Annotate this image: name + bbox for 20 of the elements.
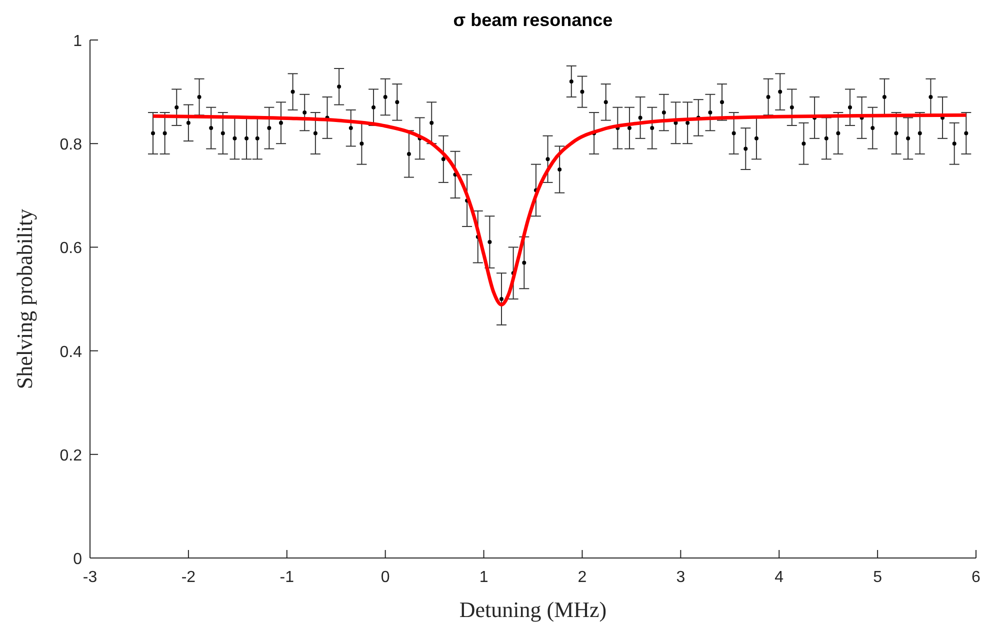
- y-axis-title: Shelving probability: [12, 208, 37, 390]
- x-tick-label: 2: [578, 569, 587, 586]
- x-tick-label: 4: [774, 569, 784, 586]
- x-tick-label: 3: [676, 569, 686, 586]
- y-tick-label: 0.6: [60, 240, 82, 258]
- x-tick-label: -3: [82, 569, 98, 586]
- x-tick-label: 6: [972, 569, 981, 586]
- y-tick-label: 0.8: [60, 136, 82, 154]
- x-tick-label: 5: [873, 569, 882, 586]
- y-tick-label: 0.4: [60, 344, 82, 361]
- x-axis-title: Detuning (MHz): [459, 597, 607, 622]
- chart-title: σ beam resonance: [453, 10, 613, 30]
- line-series: [151, 113, 968, 306]
- y-tick-label: 1: [73, 33, 82, 50]
- y-tick-label: 0.2: [60, 447, 82, 464]
- x-tick-label: 0: [380, 569, 390, 586]
- x-tick-label: 1: [479, 569, 488, 586]
- x-tick-label: -1: [280, 569, 294, 586]
- y-tick-label: 0: [73, 551, 82, 568]
- x-tick-label: -2: [181, 569, 196, 586]
